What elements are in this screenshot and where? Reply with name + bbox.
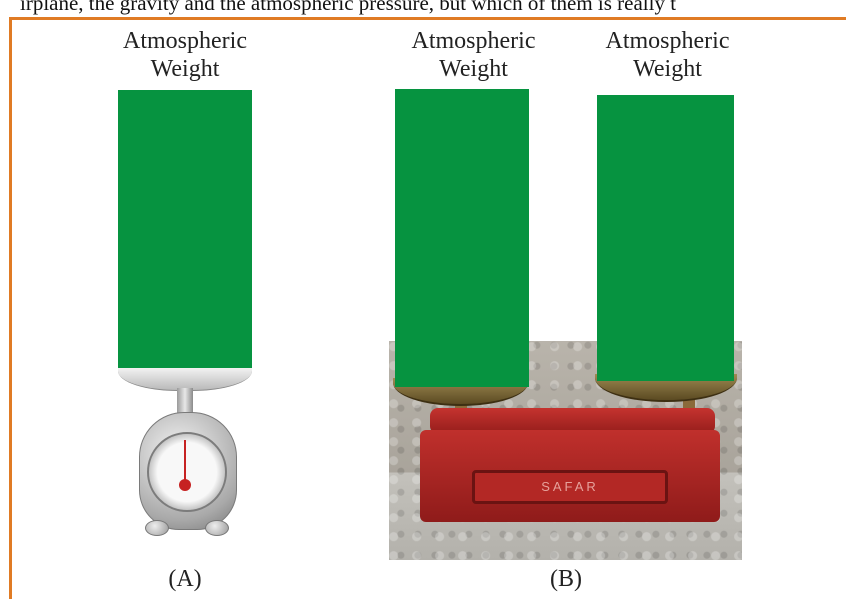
panel-a-label-line1: Atmospheric [123,28,247,54]
panel-a-atmospheric-column [118,90,252,370]
scale-a-stem [177,388,193,418]
panel-b-left-atmospheric-column [395,89,529,387]
panel-a-label: Atmospheric Weight [110,27,260,83]
panel-b-right-label-line2: Weight [633,56,702,82]
panel-b-right-label-line1: Atmospheric [605,28,730,54]
panel-b-caption: (B) [550,566,582,592]
scale-a-left-foot [145,520,169,536]
panel-b-left-label: Atmospheric Weight [396,27,551,83]
panel-b-right-atmospheric-column [597,95,734,381]
panel-b-left-label-line1: Atmospheric [411,28,536,54]
panel-b-right-label: Atmospheric Weight [590,27,745,83]
cut-off-sentence: irplane, the gravity and the atmospheric… [20,0,677,15]
panel-b-left-label-line2: Weight [439,56,508,82]
frame-top-border [9,17,846,20]
panel-a-caption: (A) [168,566,202,592]
scale-a-needle-hub [179,479,191,491]
scale-a-needle [184,440,186,484]
balance-beam [430,408,715,434]
scale-a-right-foot [205,520,229,536]
balance-nameplate: SAFAR [472,470,668,504]
scale-a-dial [147,432,227,512]
panel-a-label-line2: Weight [150,56,220,82]
frame-left-border [9,17,12,599]
